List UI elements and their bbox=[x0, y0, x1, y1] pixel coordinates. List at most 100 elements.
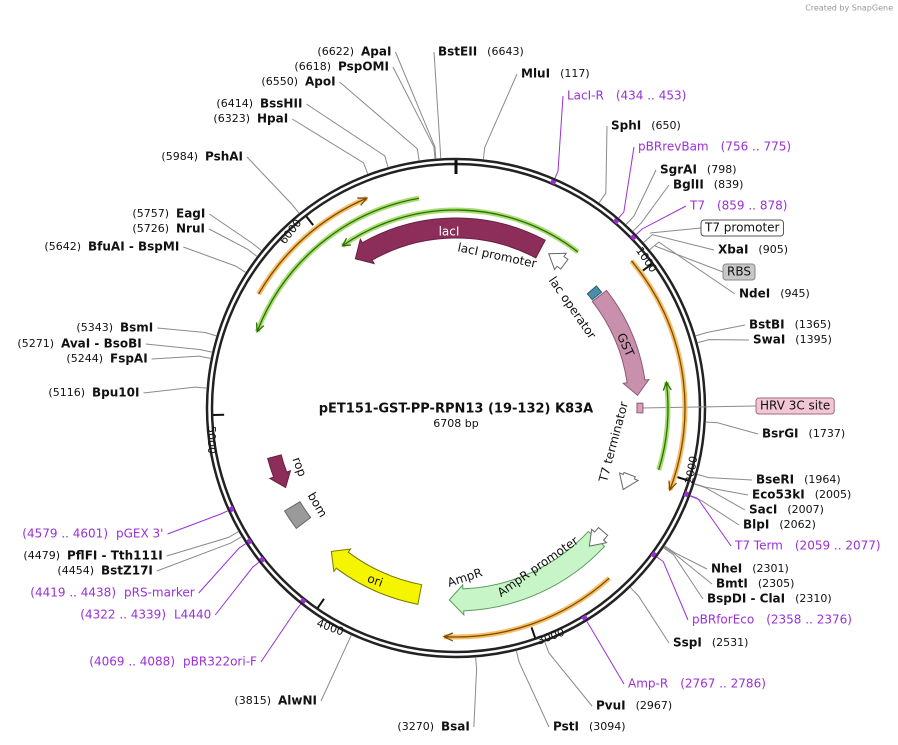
enzyme-line bbox=[649, 241, 736, 295]
enzyme-position: (6323) bbox=[213, 112, 250, 125]
feature-box bbox=[700, 219, 784, 237]
enzyme-name: PflFI - Tth111I bbox=[67, 549, 163, 563]
feature-label: ori bbox=[365, 571, 384, 589]
feature-label: lacI bbox=[439, 225, 460, 239]
enzyme-position: (1365) bbox=[795, 318, 832, 331]
primer-name: pGEX 3' bbox=[116, 527, 163, 541]
enzyme-name: SwaI bbox=[753, 333, 785, 347]
enzyme-name: BstEII bbox=[438, 45, 477, 59]
enzyme-name: SphI bbox=[611, 119, 641, 133]
enzyme-name: Bpu10I bbox=[92, 386, 139, 400]
primer-name: pBRrevBam bbox=[638, 140, 709, 154]
primer-mark bbox=[228, 505, 235, 513]
enzyme-name: FspAI bbox=[110, 352, 148, 366]
enzyme-position: (798) bbox=[707, 163, 737, 176]
enzyme-line bbox=[166, 531, 239, 557]
tick-label: 2000 bbox=[683, 455, 701, 485]
enzyme-name: BstZ17I bbox=[101, 564, 153, 578]
feature-box-label: HRV 3C site bbox=[760, 399, 830, 413]
enzyme-name: AvaI - BsoBI bbox=[61, 337, 142, 351]
enzyme-line bbox=[392, 66, 436, 159]
enzyme-position: (6622) bbox=[317, 45, 354, 58]
feature-arrow bbox=[267, 454, 292, 489]
enzyme-position: (2967) bbox=[636, 699, 673, 712]
orf-line bbox=[256, 197, 420, 332]
enzyme-name: BlpI bbox=[743, 518, 769, 532]
orf-head bbox=[341, 237, 351, 247]
enzyme-line bbox=[696, 473, 753, 481]
enzyme-name: BsmI bbox=[120, 321, 153, 335]
enzyme-position: (4479) bbox=[23, 549, 60, 562]
feature-arrow bbox=[588, 526, 609, 547]
enzyme-name: SacI bbox=[749, 503, 777, 517]
feature-label: T7 terminator bbox=[596, 400, 631, 484]
primer-range: (4322 .. 4339) bbox=[80, 608, 166, 622]
primer-name: pRS-marker bbox=[124, 586, 195, 600]
feature-label: AmpR bbox=[446, 565, 484, 589]
enzyme-position: (2062) bbox=[779, 518, 816, 531]
primer-line bbox=[554, 95, 564, 179]
feature-arrow bbox=[591, 289, 650, 397]
enzyme-position: (650) bbox=[651, 119, 681, 132]
enzyme-line bbox=[433, 51, 442, 159]
enzyme-position: (3270) bbox=[397, 720, 434, 733]
primer-mark bbox=[650, 551, 657, 558]
feature-box-shape bbox=[636, 402, 644, 414]
enzyme-line bbox=[625, 169, 657, 225]
enzyme-name: BsaI bbox=[441, 720, 470, 734]
primer-line bbox=[167, 510, 229, 535]
enzyme-line bbox=[208, 228, 258, 257]
primer-range: (2059 .. 2077) bbox=[795, 539, 881, 553]
enzyme-name: EagI bbox=[176, 207, 205, 221]
enzyme-position: (905) bbox=[758, 243, 788, 256]
enzyme-position: (6550) bbox=[261, 75, 298, 88]
enzyme-name: NdeI bbox=[739, 287, 770, 301]
enzyme-name: SspI bbox=[673, 636, 702, 650]
enzyme-line bbox=[151, 355, 212, 360]
primer-mark bbox=[300, 597, 307, 605]
primer-mark bbox=[630, 234, 637, 241]
enzyme-line bbox=[697, 339, 750, 344]
enzyme-line bbox=[689, 495, 740, 526]
enzyme-line bbox=[632, 184, 670, 232]
enzyme-line bbox=[663, 547, 704, 600]
enzyme-line bbox=[693, 483, 746, 511]
enzyme-position: (117) bbox=[560, 67, 590, 80]
enzyme-line bbox=[544, 641, 593, 707]
enzyme-line bbox=[515, 650, 550, 728]
enzyme-line bbox=[394, 51, 437, 159]
tick-label: 3000 bbox=[535, 626, 566, 648]
orf-halo bbox=[656, 381, 671, 471]
orf-head bbox=[442, 632, 454, 642]
enzyme-name: PvuI bbox=[596, 699, 626, 713]
enzyme-name: MluI bbox=[521, 67, 550, 81]
feature-arrow bbox=[448, 530, 606, 617]
orf-head bbox=[668, 480, 678, 492]
enzyme-name: NheI bbox=[711, 562, 742, 576]
enzyme-position: (4454) bbox=[57, 564, 94, 577]
enzyme-position: (5642) bbox=[44, 240, 81, 253]
primer-mark bbox=[550, 179, 557, 185]
enzyme-name: PshAI bbox=[205, 150, 243, 164]
leader-lines bbox=[143, 51, 759, 728]
enzyme-position: (945) bbox=[780, 287, 810, 300]
feature-label: rop bbox=[290, 455, 310, 478]
enzyme-line bbox=[629, 586, 670, 644]
primer-name: pBRforEco bbox=[692, 613, 754, 627]
enzyme-line bbox=[145, 343, 213, 353]
enzyme-name: AlwNI bbox=[278, 694, 317, 708]
enzyme-line bbox=[291, 118, 369, 175]
enzyme-name: BglII bbox=[673, 178, 704, 192]
primer-mark bbox=[246, 538, 253, 545]
primer-range: (756 .. 775) bbox=[721, 140, 791, 154]
enzyme-line bbox=[157, 327, 217, 337]
primer-range: (4419 .. 4438) bbox=[30, 586, 116, 600]
enzyme-name: PstI bbox=[553, 720, 579, 734]
enzyme-name: ApoI bbox=[305, 75, 336, 89]
enzyme-line bbox=[320, 634, 352, 702]
enzyme-position: (2005) bbox=[815, 488, 852, 501]
enzyme-name: BfuAI - BspMI bbox=[88, 240, 179, 254]
enzyme-name: BsrGI bbox=[762, 427, 799, 441]
orf-line bbox=[443, 577, 610, 638]
